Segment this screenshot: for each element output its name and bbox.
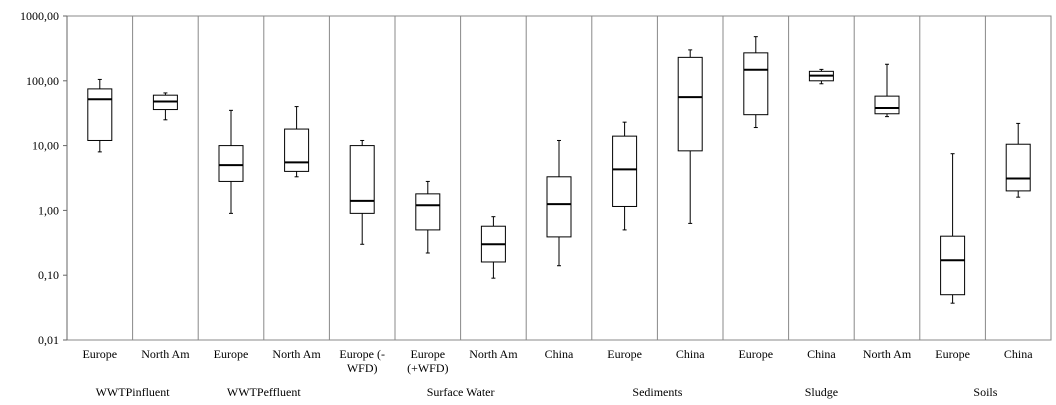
category-label: North Am (863, 347, 912, 361)
y-axis: 1000,00 100,00 10,00 1,00 0,10 0,01 (20, 9, 68, 347)
box-10 (743, 36, 769, 129)
category-label: Europe (410, 347, 445, 361)
x-axis-group-labels: WWTPinfluent WWTPeffluent Surface Water Sed… (96, 385, 998, 399)
box-iqr (546, 176, 572, 238)
box-8 (612, 121, 638, 231)
category-label: North Am (141, 347, 190, 361)
group-label: WWTPinfluent (96, 385, 171, 399)
box-5 (415, 180, 441, 254)
y-tick-label: 10,00 (32, 139, 59, 153)
y-tick-label: 0,10 (38, 268, 59, 282)
x-axis-category-labels: Europe North Am Europe North Am Europe (-WFD… (82, 347, 1033, 375)
category-label: Europe (214, 347, 249, 361)
box-12 (874, 63, 900, 118)
box-iqr (743, 52, 769, 116)
box-iqr (940, 235, 966, 296)
category-label: Europe (738, 347, 773, 361)
box-4 (349, 139, 375, 245)
box-iqr (874, 95, 900, 115)
category-label: (+WFD) (407, 361, 448, 375)
category-label: Europe (82, 347, 117, 361)
box-6 (480, 216, 506, 279)
group-label: Sediments (632, 385, 682, 399)
category-label: Europe (935, 347, 970, 361)
category-label: WFD) (347, 361, 378, 375)
box-1 (152, 92, 178, 121)
box-iqr (1005, 143, 1031, 192)
box-iqr (218, 145, 244, 182)
category-label: China (676, 347, 705, 361)
box-14 (1005, 122, 1031, 198)
box-iqr (677, 56, 703, 152)
category-label: Europe (- (339, 347, 385, 361)
category-label: China (807, 347, 836, 361)
box-11 (808, 68, 834, 85)
box-0 (87, 78, 113, 153)
group-label: Surface Water (427, 385, 495, 399)
box-iqr (87, 88, 113, 141)
y-tick-label: 0,01 (38, 333, 59, 347)
category-label: Europe (607, 347, 642, 361)
box-iqr (612, 135, 638, 207)
boxes (87, 36, 1031, 304)
group-label: WWTPeffluent (227, 385, 301, 399)
box-3 (284, 106, 310, 178)
y-tick-label: 1,00 (38, 203, 59, 217)
category-label: China (1004, 347, 1033, 361)
group-label: Soils (973, 385, 997, 399)
box-iqr (415, 193, 441, 231)
box-2 (218, 109, 244, 214)
box-13 (940, 153, 966, 304)
group-label: Sludge (805, 385, 838, 399)
box-iqr (284, 128, 310, 172)
box-7 (546, 139, 572, 267)
category-label: North Am (272, 347, 321, 361)
y-tick-label: 1000,00 (20, 9, 59, 23)
box-iqr (349, 145, 375, 214)
box-9 (677, 49, 703, 224)
category-label: North Am (469, 347, 518, 361)
category-label: China (545, 347, 574, 361)
y-tick-label: 100,00 (26, 74, 59, 88)
